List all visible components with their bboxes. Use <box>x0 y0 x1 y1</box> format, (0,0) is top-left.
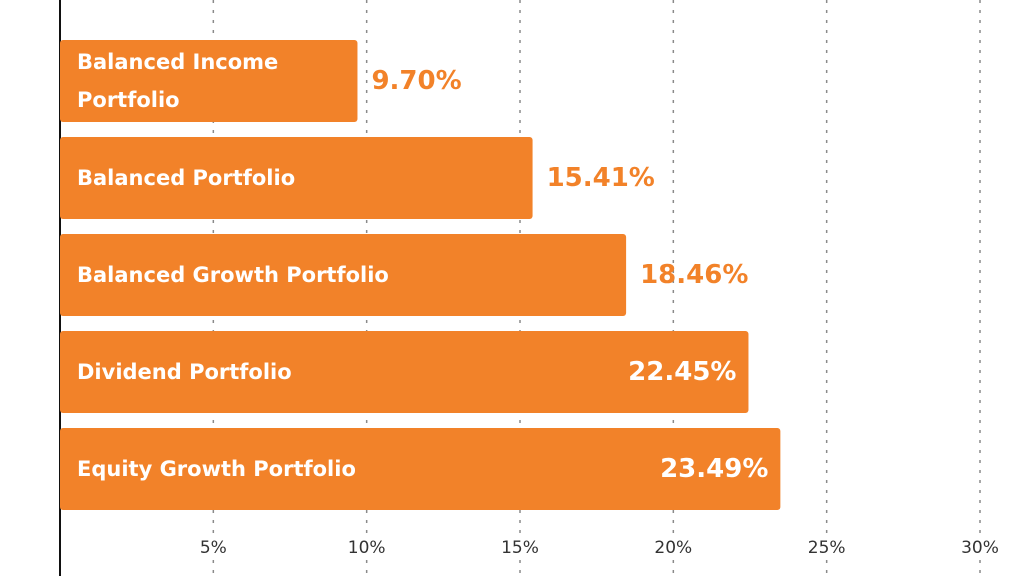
value-label: 22.45% <box>628 357 737 387</box>
category-label: Balanced Growth Portfolio <box>77 263 389 287</box>
x-tick-label: 10% <box>348 538 386 558</box>
value-label: 15.41% <box>546 163 655 193</box>
bar <box>60 137 533 219</box>
bar <box>60 234 627 316</box>
bar <box>60 331 749 413</box>
bar <box>60 428 781 510</box>
value-label: 23.49% <box>660 454 769 484</box>
value-label: 18.46% <box>640 260 749 290</box>
x-tick-label: 30% <box>961 538 999 558</box>
x-tick-label: 5% <box>200 538 227 558</box>
category-label: Balanced Portfolio <box>77 166 296 190</box>
category-label: Balanced Income Portfolio <box>77 50 279 112</box>
bar <box>60 40 358 122</box>
x-tick-label: 20% <box>654 538 692 558</box>
category-label: Equity Growth Portfolio <box>77 457 356 481</box>
category-label: Dividend Portfolio <box>77 360 292 384</box>
x-tick-label: 25% <box>808 538 846 558</box>
x-tick-label: 15% <box>501 538 539 558</box>
value-label: 9.70% <box>371 66 462 96</box>
